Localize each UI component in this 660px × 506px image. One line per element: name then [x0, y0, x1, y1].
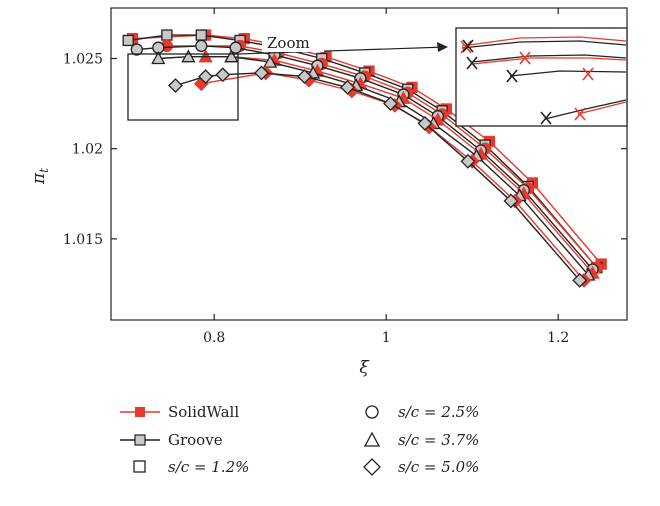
series-groove-diamond — [168, 65, 588, 288]
zoom-cross-marker — [540, 111, 552, 125]
series-groove-circle-point — [130, 43, 143, 56]
zoom-cross-marker — [574, 107, 586, 121]
legend-item-diamond: s/c = 5.0% — [363, 458, 479, 476]
series-groove-diamond-point — [503, 193, 519, 209]
zoom-line — [509, 70, 627, 77]
series-groove-square-point — [161, 29, 173, 41]
zoom-arrow — [237, 46, 447, 55]
triangle-marker-icon — [363, 431, 381, 447]
series-groove-diamond-point — [215, 67, 231, 83]
legend-item-circle: s/c = 2.5% — [365, 403, 479, 421]
zoom-cross-marker — [460, 40, 472, 54]
zoom-cross-stroke — [506, 69, 518, 83]
zoom-line — [461, 40, 627, 49]
series-groove-triangle-point — [263, 54, 278, 68]
y-tick-label: 1.015 — [63, 232, 103, 248]
y-axis-title: πt — [29, 168, 51, 185]
x-tick-label: 0.8 — [203, 330, 225, 346]
series-groove-triangle-point — [224, 49, 239, 63]
legend-solidwall-marker — [135, 407, 145, 417]
legend-triangle-label: s/c = 3.7% — [398, 431, 479, 449]
y-tick-label: 1.025 — [63, 51, 103, 67]
series-groove-diamond-point — [460, 153, 476, 169]
series-groove-triangle-point — [151, 51, 166, 65]
square-marker-icon — [133, 460, 146, 473]
legend-groove-marker — [134, 434, 146, 446]
zoom-cross-stroke — [574, 107, 586, 121]
zoom-cross-marker — [466, 56, 478, 70]
series-groove-diamond-point — [168, 78, 183, 93]
zoom-cross-stroke — [540, 111, 552, 125]
circle-marker-icon — [365, 405, 379, 419]
series-groove-circle-line — [136, 45, 594, 270]
zoom-cross-stroke — [460, 40, 472, 54]
zoom-line — [577, 101, 627, 115]
series-groove-diamond-point — [297, 69, 312, 84]
series-groove-square-line — [128, 34, 598, 269]
zoom-cross-marker — [582, 67, 594, 81]
legend-item-square: s/c = 1.2% — [133, 458, 249, 476]
series-groove-square-point — [195, 29, 207, 41]
legend-circle-label: s/c = 2.5% — [398, 403, 479, 421]
series-groove-square-point — [122, 34, 134, 47]
diamond-marker-icon — [363, 458, 381, 476]
legend-diamond-label: s/c = 5.0% — [398, 458, 479, 476]
series-solidwall-circle-line — [166, 45, 598, 269]
series-groove-circle-point — [195, 39, 208, 53]
y-axis-title-sub: t — [37, 168, 51, 173]
zoom-cross-marker — [462, 39, 474, 53]
zoom-line — [544, 99, 627, 120]
zoom-line — [471, 57, 627, 65]
series-groove-diamond-point — [340, 79, 355, 95]
series-groove-diamond-point — [254, 65, 269, 81]
y-tick-label: 1.02 — [72, 142, 103, 158]
zoom-cross-stroke — [519, 51, 531, 65]
zoom-cross-marker — [506, 69, 518, 83]
series-groove-diamond-point — [572, 272, 588, 288]
zoom-inset-box — [455, 27, 628, 127]
zoom-cross-marker — [519, 51, 531, 65]
legend: SolidWall Groove s/c = 1.2% s/c = 2.5% s… — [120, 403, 479, 476]
zoom-cross-stroke — [462, 39, 474, 53]
zoom-region-box — [127, 53, 239, 121]
series-solidwall-triangle-line — [205, 56, 594, 274]
zoom-arrowhead — [437, 42, 448, 52]
zoom-cross-stroke — [466, 56, 478, 70]
legend-item-solidwall: SolidWall — [120, 403, 239, 421]
zoom-label-bg — [262, 34, 324, 52]
series-groove-diamond-point — [198, 69, 214, 84]
legend-item-triangle: s/c = 3.7% — [363, 431, 479, 449]
series-groove-diamond-point — [417, 116, 433, 131]
x-tick-label: 1.2 — [547, 330, 569, 346]
legend-solidwall-label: SolidWall — [168, 403, 239, 421]
legend-square-label: s/c = 1.2% — [168, 458, 249, 476]
zoom-cross-stroke — [582, 67, 594, 81]
series-layer — [122, 29, 607, 288]
y-axis-title-main: π — [29, 172, 49, 185]
zoom-label: Zoom — [267, 34, 310, 52]
legend-item-groove: Groove — [120, 431, 223, 449]
zoom-inset-content — [460, 36, 627, 125]
series-groove-diamond-point — [383, 96, 398, 112]
series-groove-circle-point — [229, 41, 242, 54]
series-groove-triangle-point — [181, 49, 196, 63]
zoom-line — [461, 36, 627, 47]
x-tick-label: 1 — [382, 330, 391, 346]
x-axis-title: ξ — [359, 358, 370, 378]
zoom-line — [471, 54, 627, 63]
legend-groove-label: Groove — [168, 431, 223, 449]
